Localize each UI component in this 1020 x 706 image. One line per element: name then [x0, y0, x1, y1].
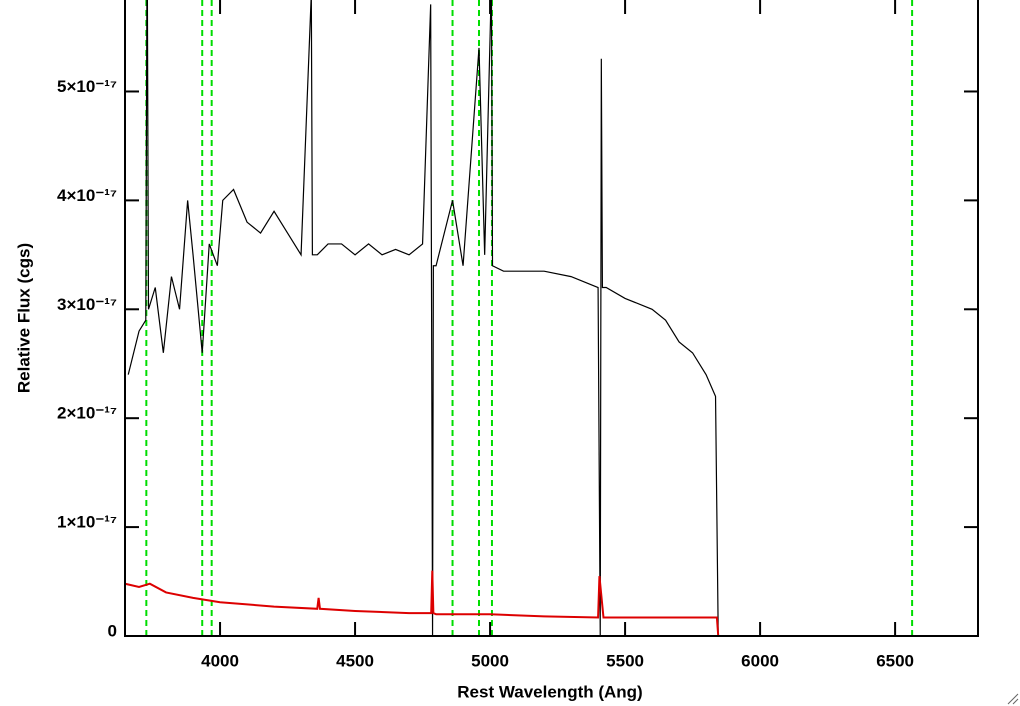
plot-frame: [124, 0, 979, 637]
spectrum-line: [125, 570, 978, 636]
y-tick-label: 0: [108, 621, 117, 640]
y-tick-label: 4×10⁻¹⁷: [57, 186, 117, 205]
y-tick-label: 2×10⁻¹⁷: [57, 404, 117, 423]
x-tick-label: 4500: [336, 651, 374, 670]
resize-grip[interactable]: [1007, 693, 1019, 705]
spectrum-line: [127, 0, 978, 636]
x-tick-label: 6500: [876, 651, 914, 670]
x-tick-label: 5500: [606, 651, 644, 670]
y-axis-label: Relative Flux (cgs): [14, 243, 33, 393]
x-tick-label: 4000: [201, 651, 239, 670]
y-tick-label: 1×10⁻¹⁷: [57, 513, 117, 532]
y-tick-label: 3×10⁻¹⁷: [57, 295, 117, 314]
plot-area: [125, 0, 978, 636]
x-tick-label: 6000: [741, 651, 779, 670]
x-axis-label: Rest Wavelength (Ang): [457, 682, 642, 701]
x-tick-label: 5000: [471, 651, 509, 670]
y-tick-label: 5×10⁻¹⁷: [57, 77, 117, 96]
